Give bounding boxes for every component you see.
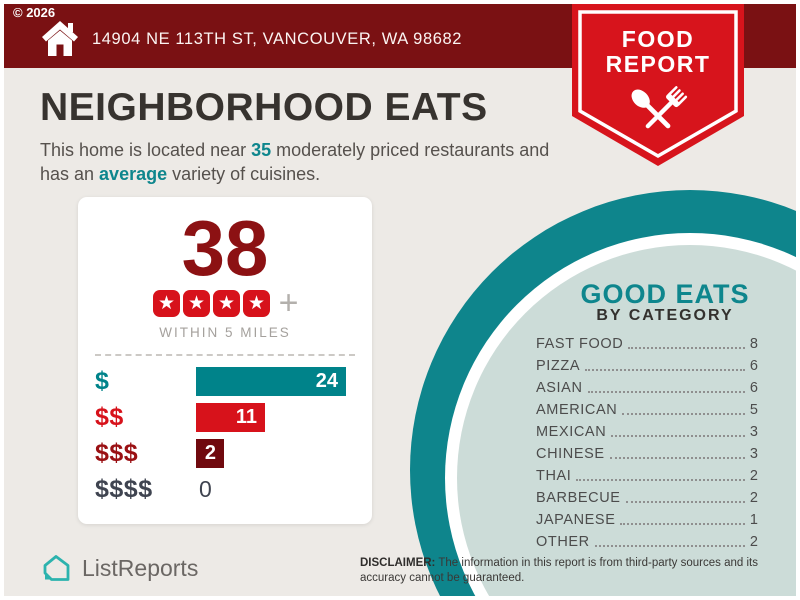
category-label: ASIAN [536,380,583,396]
price-tier-label: $ [95,367,110,396]
category-label: MEXICAN [536,424,607,440]
category-label: JAPANESE [536,512,616,528]
disclaimer-text: The information in this report is from t… [360,557,758,584]
listreports-house-icon [43,555,70,581]
price-tier-label: $$ [95,403,124,432]
dotted-leader [628,347,745,349]
category-value: 1 [749,512,758,528]
dotted-leader [611,435,745,437]
star-icon: ★ [243,289,271,317]
intro-part3: variety of cuisines. [167,164,321,185]
bar-row: $$$ 2 [95,439,355,469]
intro-part1: This home is located near [40,140,252,160]
copyright-text: © 2026 [13,5,56,20]
category-value: 2 [749,534,758,550]
dotted-leader [622,413,745,415]
summary-card: 38 ★ ★ ★ ★ + WITHIN 5 MILES $24 $$ 11 $$$ 2 $$$$ 0 [78,197,372,524]
category-row: OTHER 2 [536,534,758,550]
food-report-badge: FOOD REPORT [572,4,744,166]
radius-caption: WITHIN 5 MILES [159,325,291,341]
category-label: CHINESE [536,446,605,462]
category-label: AMERICAN [536,402,618,418]
category-label: OTHER [536,534,590,550]
brand-name: ListReports [82,554,199,581]
price-tier-label: $$$ [95,439,139,468]
page-title: NEIGHBORHOOD EATS [40,86,488,129]
star-icon: ★ [153,289,181,317]
price-tier-chart: $24 $$ 11 $$$ 2 $$$$ 0 [95,367,355,504]
total-restaurant-count: 38 [181,204,269,292]
price-tier-zero-value: 0 [199,476,212,503]
spoon-and-fork-icon [631,86,688,129]
category-row: FAST FOOD 8 [536,336,758,352]
listreports-logo: ListReports [38,550,198,586]
category-row: BARBECUE 2 [536,490,758,506]
category-row: CHINESE 3 [536,446,758,462]
price-tier-bar: 2 [196,439,224,469]
category-value: 3 [749,446,758,462]
dotted-leader [609,457,745,459]
category-value: 6 [749,380,758,396]
home-icon [42,21,78,56]
intro-part2: moderately priced restaurants and has an [40,140,550,185]
variety-highlight: average [99,164,168,185]
dotted-leader [576,479,745,481]
category-row: PIZZA 6 [536,358,758,374]
restaurant-count: 35 [251,140,272,160]
category-value: 3 [749,424,758,440]
dotted-leader [585,369,745,371]
price-tier-label: $$$$ [95,475,153,504]
category-label: FAST FOOD [536,336,624,352]
category-row: AMERICAN 5 [536,402,758,418]
star-rating: ★ ★ ★ ★ + [95,284,355,323]
dashed-divider [95,354,355,357]
star-icon: ★ [183,289,211,317]
category-row: MEXICAN 3 [536,424,758,440]
category-label: BARBECUE [536,490,621,506]
category-value: 2 [749,490,758,506]
category-value: 6 [749,358,758,374]
category-row: ASIAN 6 [536,380,758,396]
category-value: 5 [749,402,758,418]
dotted-leader [620,523,745,525]
bar-row: $24 [95,367,355,397]
good-eats-subtitle: BY CATEGORY [596,307,734,324]
intro-text: This home is located near 35 moderately … [40,138,560,186]
dotted-leader [625,501,745,503]
bar-row: $$$$ 0 [95,475,355,504]
category-row: THAI 2 [536,468,758,484]
disclaimer: DISCLAIMER: The information in this repo… [360,556,800,586]
category-row: JAPANESE 1 [536,512,758,528]
category-value: 2 [749,468,758,484]
price-tier-bar: 24 [196,367,346,397]
category-value: 8 [749,336,758,352]
category-label: THAI [536,468,572,484]
bar-row: $$ 11 [95,403,355,433]
category-label: PIZZA [536,358,581,374]
category-list: FAST FOOD 8 PIZZA 6 ASIAN 6 AMERICAN 5 MEXICAN 3 C… [536,336,758,556]
plus-icon: + [278,284,299,323]
badge-line2: REPORT [606,51,711,77]
property-address: 14904 NE 113TH ST, VANCOUVER, WA 98682 [92,29,463,48]
price-tier-bar: 11 [196,403,265,433]
disclaimer-label: DISCLAIMER: [360,557,436,569]
good-eats-title: GOOD EATS [580,279,750,309]
dotted-leader [594,545,745,547]
dotted-leader [587,391,745,393]
star-icon: ★ [213,289,241,317]
badge-line1: FOOD [622,26,694,52]
